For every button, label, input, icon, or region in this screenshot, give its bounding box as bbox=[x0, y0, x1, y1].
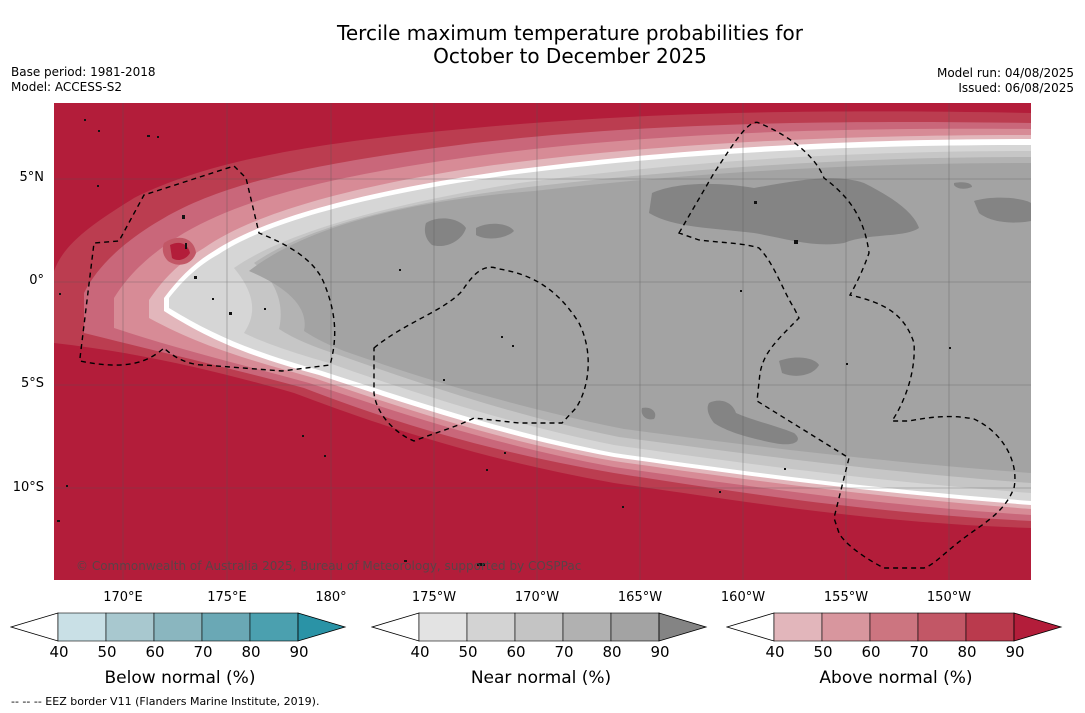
tick-label: 90 bbox=[289, 643, 309, 661]
copyright-notice: © Commonwealth of Australia 2025, Bureau… bbox=[76, 559, 582, 573]
tick-label: 50 bbox=[97, 643, 117, 661]
lat-label-5s: 5°S bbox=[20, 376, 44, 391]
lat-label-5n: 5°N bbox=[19, 170, 45, 185]
above-normal-title: Above normal (%) bbox=[819, 668, 973, 688]
below-normal-title: Below normal (%) bbox=[104, 668, 256, 688]
colorbar-extend-high bbox=[297, 612, 347, 642]
model-info: Base period: 1981-2018 Model: ACCESS-S2 bbox=[11, 65, 156, 94]
title-line-2: October to December 2025 bbox=[433, 44, 707, 68]
lon-label-160w: 160°W bbox=[720, 590, 766, 605]
colorbar-segment bbox=[153, 612, 203, 642]
lon-label-170e: 170°E bbox=[103, 590, 143, 605]
lon-label-155w: 155°W bbox=[823, 590, 869, 605]
tick-label: 50 bbox=[813, 643, 833, 661]
lon-label-170w: 170°W bbox=[514, 590, 560, 605]
tick-label: 90 bbox=[1005, 643, 1025, 661]
colorbar-segment bbox=[917, 612, 967, 642]
tick-label: 80 bbox=[241, 643, 261, 661]
issued-text: Issued: 06/08/2025 bbox=[958, 80, 1074, 95]
colorbar-segment bbox=[249, 612, 299, 642]
colorbar-segment bbox=[773, 612, 823, 642]
colorbar-extend-low bbox=[371, 612, 420, 642]
tick-label: 80 bbox=[957, 643, 977, 661]
colorbar-segment bbox=[105, 612, 155, 642]
colorbar-segment bbox=[610, 612, 660, 642]
lon-label-150w: 150°W bbox=[926, 590, 972, 605]
title-line-1: Tercile maximum temperature probabilitie… bbox=[337, 21, 803, 45]
tick-label: 80 bbox=[602, 643, 622, 661]
tick-label: 60 bbox=[506, 643, 526, 661]
eez-borders bbox=[79, 121, 1016, 569]
near-normal-title: Near normal (%) bbox=[470, 668, 612, 688]
colorbar-near-normal bbox=[371, 612, 708, 642]
tick-label: 70 bbox=[909, 643, 929, 661]
tick-label: 90 bbox=[650, 643, 670, 661]
model-run-text: Model run: 04/08/2025 bbox=[936, 66, 1074, 80]
near-normal-90-patches bbox=[424, 178, 1031, 445]
colorbar-extend-low bbox=[726, 612, 775, 642]
colorbar-above-normal bbox=[726, 612, 1063, 642]
lon-label-165w: 165°W bbox=[617, 590, 663, 605]
tick-label: 50 bbox=[458, 643, 478, 661]
colorbar-segment bbox=[869, 612, 919, 642]
colorbar-segment bbox=[514, 612, 564, 642]
run-info: Model run: 04/08/2025 Issued: 06/08/2025 bbox=[937, 66, 1074, 95]
gridlines bbox=[54, 103, 1031, 580]
tick-label: 70 bbox=[554, 643, 574, 661]
colorbar-below-normal bbox=[10, 612, 347, 642]
model-name-text: Model: ACCESS-S2 bbox=[11, 79, 123, 94]
island-dots bbox=[57, 119, 951, 566]
base-period-text: Base period: 1981-2018 bbox=[11, 65, 156, 79]
tick-label: 40 bbox=[49, 643, 69, 661]
colorbar-segment bbox=[466, 612, 516, 642]
map-title: Tercile maximum temperature probabilitie… bbox=[0, 22, 1085, 68]
colorbar-segment bbox=[201, 612, 251, 642]
colorbar-segment bbox=[821, 612, 871, 642]
tick-label: 60 bbox=[145, 643, 165, 661]
colorbar-extend-high bbox=[658, 612, 708, 642]
lon-label-180: 180° bbox=[315, 590, 347, 605]
tick-label: 40 bbox=[410, 643, 430, 661]
lon-label-175w: 175°W bbox=[411, 590, 457, 605]
colorbar-extend-low bbox=[10, 612, 59, 642]
colorbar-segment bbox=[418, 612, 468, 642]
eez-border-legend: -- -- -- EEZ border V11 (Flanders Marine… bbox=[11, 695, 320, 708]
colorbar-segment bbox=[57, 612, 107, 642]
probability-map bbox=[54, 103, 1031, 580]
tick-label: 70 bbox=[193, 643, 213, 661]
lon-label-175e: 175°E bbox=[207, 590, 247, 605]
colorbar-extend-high bbox=[1013, 612, 1063, 642]
lat-label-10s: 10°S bbox=[12, 480, 44, 495]
tick-label: 40 bbox=[765, 643, 785, 661]
colorbar-segment bbox=[562, 612, 612, 642]
tick-label: 60 bbox=[861, 643, 881, 661]
lat-label-0: 0° bbox=[29, 273, 44, 288]
colorbar-segment bbox=[965, 612, 1015, 642]
